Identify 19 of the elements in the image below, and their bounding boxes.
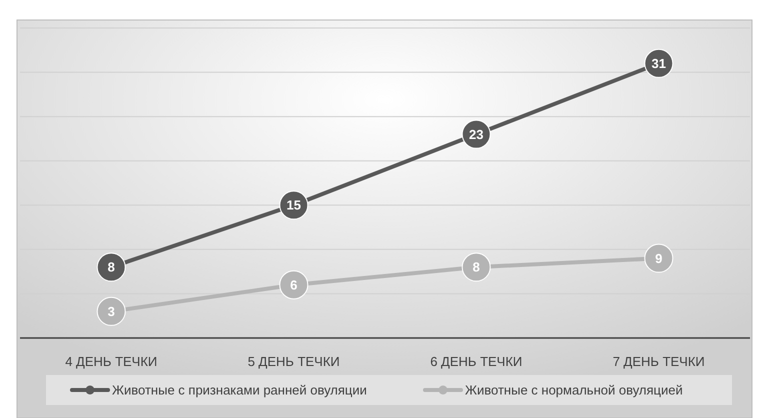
point [462,252,491,282]
data-label: 9 [655,250,662,266]
data-label: 8 [108,260,115,275]
x-tick-label: 6 ДЕНЬ ТЕЧКИ [430,354,522,369]
point [96,252,126,282]
point [644,244,674,273]
x-tick-label: 4 ДЕНЬ ТЕЧКИ [65,354,158,369]
data-label: 8 [472,260,480,275]
legend-label: Животные с признаками ранней овуляции [112,382,367,398]
x-tick-label: 7 ДЕНЬ ТЕЧКИ [612,354,705,369]
data-label: 6 [290,277,298,292]
data-label: 3 [108,304,115,319]
x-tick-label: 5 ДЕНЬ ТЕЧКИ [248,354,340,369]
point [96,296,126,326]
point [279,270,308,300]
data-label: 23 [469,126,484,142]
legend-label: Животные с нормальной овуляцией [465,382,683,398]
data-label: 31 [652,56,666,71]
data-label: 15 [286,198,301,213]
